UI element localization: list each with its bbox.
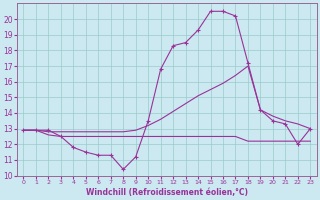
X-axis label: Windchill (Refroidissement éolien,°C): Windchill (Refroidissement éolien,°C) xyxy=(86,188,248,197)
